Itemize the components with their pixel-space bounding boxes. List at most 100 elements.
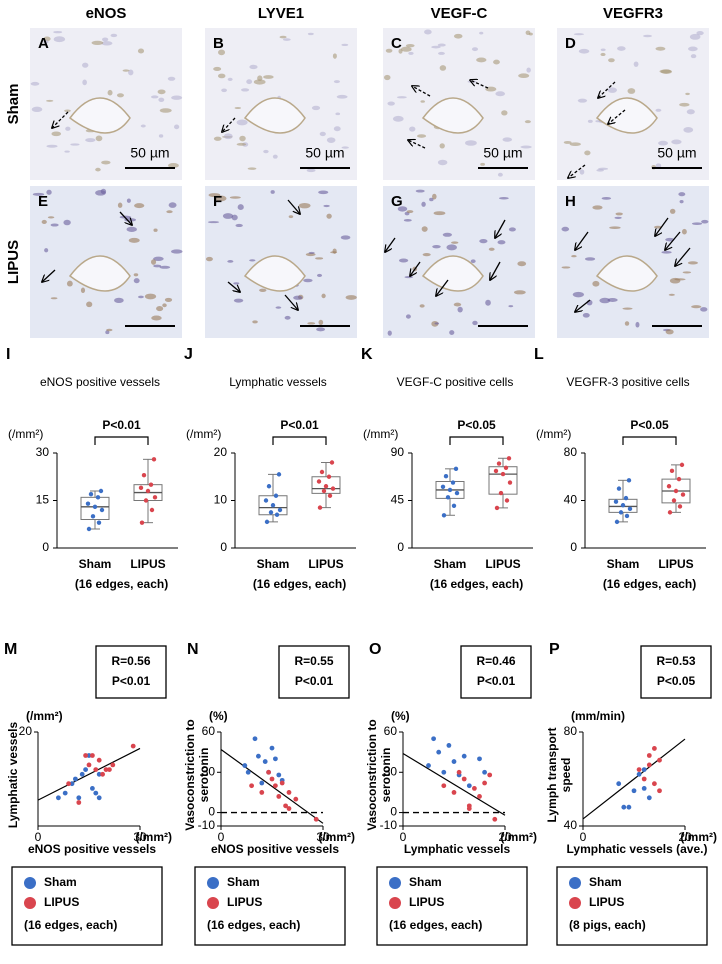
cell [655, 46, 666, 51]
cell [691, 305, 702, 309]
data-point [270, 503, 276, 508]
data-point [323, 484, 329, 489]
cell [316, 273, 323, 277]
data-point [286, 790, 292, 795]
x-tick-label: LIPUS [130, 557, 165, 571]
data-point [436, 749, 442, 755]
cell [233, 298, 244, 303]
cell [679, 200, 684, 204]
micrograph [205, 28, 357, 180]
cell [437, 43, 446, 47]
cell [561, 266, 571, 269]
vessel [68, 255, 131, 292]
legend-marker [24, 897, 36, 909]
row-label: Sham [5, 84, 22, 125]
cell [600, 48, 606, 52]
y-tick-label: 60 [202, 724, 216, 738]
y-axis-label: serotonin [197, 748, 211, 803]
arrow [490, 261, 501, 280]
y-unit: (/mm²) [8, 427, 43, 441]
cell [102, 37, 109, 42]
data-point [441, 769, 447, 775]
data-point [440, 484, 446, 489]
x-unit: (/mm²) [135, 830, 172, 844]
cell [659, 69, 672, 74]
data-point [652, 781, 657, 787]
data-point [274, 512, 280, 517]
cell [433, 211, 446, 216]
data-point [79, 771, 85, 777]
chart-title: Lymphatic vessels [229, 375, 327, 389]
data-point [500, 471, 506, 477]
cell [526, 67, 531, 73]
cell [236, 142, 247, 146]
data-point [76, 800, 82, 805]
cell [82, 62, 89, 68]
fit-line [402, 752, 506, 816]
cell [241, 88, 250, 92]
data-point [657, 788, 662, 794]
cell [174, 124, 180, 130]
cell [231, 214, 238, 221]
cell [279, 35, 287, 39]
data-point [263, 498, 269, 503]
cell [406, 210, 414, 214]
y-tick-label: 40 [564, 818, 578, 832]
data-point [145, 488, 151, 494]
cell [101, 41, 113, 46]
cell [485, 299, 491, 306]
cell [32, 192, 45, 196]
cell [106, 328, 113, 332]
data-point [83, 753, 88, 758]
data-point [646, 753, 652, 758]
x-tick-label: LIPUS [485, 557, 520, 571]
legend-box [556, 866, 708, 946]
legend-label: LIPUS [227, 895, 262, 909]
data-point [56, 795, 61, 801]
cell [488, 247, 495, 251]
vessel [243, 97, 306, 134]
arrow [608, 109, 626, 124]
cell [689, 33, 701, 40]
arrow [568, 164, 586, 178]
cell [233, 282, 240, 285]
data-point [657, 757, 662, 763]
arrow [575, 299, 591, 312]
data-point [673, 488, 679, 494]
cell [170, 249, 183, 254]
panel-letter: O [369, 641, 381, 658]
x-axis-label: eNOS positive vessels [28, 842, 156, 856]
column-header: VEGF-C [431, 5, 488, 22]
cell [609, 226, 621, 230]
data-point [472, 786, 477, 791]
arrow [284, 294, 298, 310]
data-point [252, 736, 258, 742]
x-tick-label: 0 [580, 830, 587, 844]
data-point [259, 790, 265, 795]
y-unit: (%) [209, 709, 228, 723]
legend-note: (16 edges, each) [207, 918, 300, 932]
data-point [269, 776, 275, 782]
cell [213, 136, 222, 141]
cell [624, 321, 630, 326]
cell [476, 57, 487, 63]
cell [91, 40, 104, 45]
panel-letter: G [391, 193, 403, 210]
cell [234, 106, 242, 110]
data-point [441, 513, 447, 518]
panel-letter: B [213, 35, 224, 52]
data-point [679, 462, 685, 468]
data-point [492, 816, 498, 822]
cell [336, 94, 348, 99]
cell [263, 149, 269, 154]
cell [221, 88, 227, 93]
cell [275, 306, 282, 309]
arrow [575, 231, 589, 250]
box [488, 466, 518, 495]
cell [82, 79, 87, 86]
cell [65, 126, 71, 131]
stats-text: P<0.01 [295, 674, 334, 688]
cell [326, 137, 336, 143]
y-unit: (/mm²) [363, 427, 398, 441]
cell [681, 228, 687, 235]
